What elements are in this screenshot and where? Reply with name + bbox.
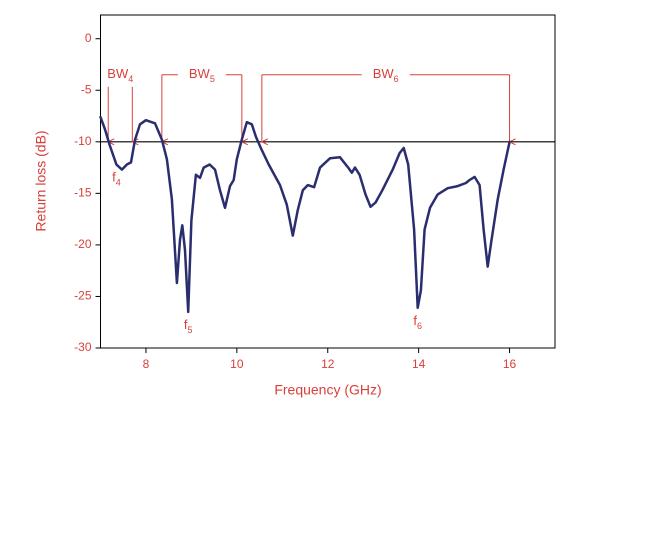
y-axis-title: Return loss (dB) [33, 130, 49, 231]
x-axis-title: Frequency (GHz) [274, 382, 381, 398]
x-tick-label: 10 [230, 357, 244, 371]
band-label-sub: 4 [128, 74, 133, 84]
frequency-marker-label-sub: 6 [417, 321, 422, 331]
frequency-marker-label-sub: 5 [188, 325, 193, 335]
band-label: BW4 [107, 66, 133, 84]
y-tick-label: -20 [74, 237, 92, 251]
x-tick-label: 8 [143, 357, 150, 371]
return-loss-line [99, 115, 511, 314]
band-label: BW5 [189, 66, 215, 84]
y-tick-label: -30 [74, 340, 92, 354]
y-tick-label: 0 [85, 31, 92, 45]
x-tick-label: 14 [412, 357, 426, 371]
band-label-sub: 6 [394, 74, 399, 84]
frequency-marker-label-main: f [184, 317, 188, 332]
band-label-main: BW [373, 66, 395, 81]
frequency-marker-label: f4 [112, 170, 121, 188]
frequency-marker-label-sub: 4 [116, 178, 121, 188]
y-tick-label: -5 [81, 82, 92, 96]
x-tick-label: 12 [321, 357, 335, 371]
frequency-marker-label-main: f [413, 313, 417, 328]
y-tick-label: -10 [74, 134, 92, 148]
y-tick-label: -15 [74, 186, 92, 200]
band-label-main: BW [189, 66, 211, 81]
band-label-sub: 5 [210, 74, 215, 84]
band-label-main: BW [107, 66, 129, 81]
x-tick-label: 16 [503, 357, 517, 371]
y-tick-label: -25 [74, 289, 92, 303]
frequency-marker-label: f5 [184, 317, 193, 335]
frequency-marker-label-main: f [112, 170, 116, 185]
band-label: BW6 [373, 66, 399, 84]
frequency-marker-label: f6 [413, 313, 422, 331]
